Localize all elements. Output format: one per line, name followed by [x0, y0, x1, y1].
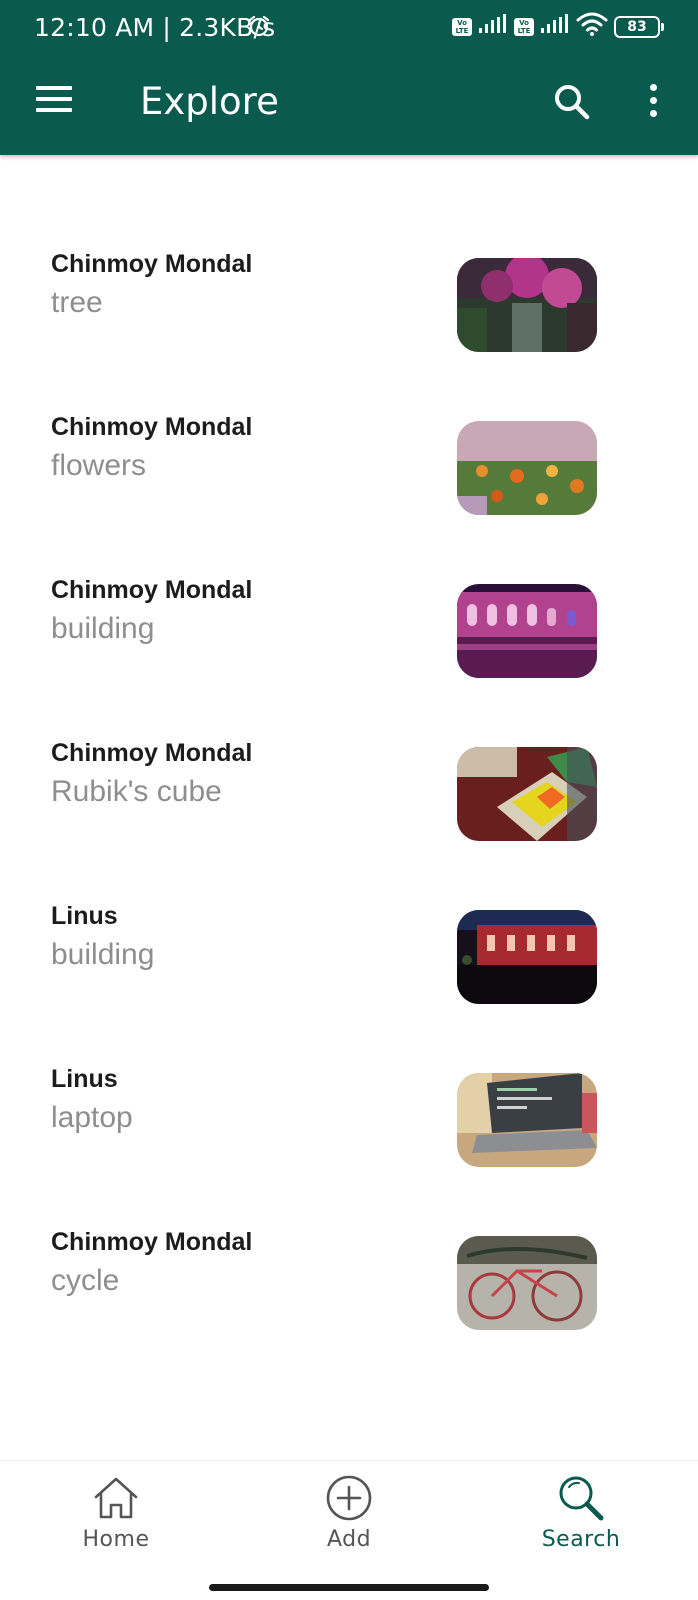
- item-author: Chinmoy Mondal: [51, 576, 253, 604]
- status-bar: 12:10 AM | 2.3KB/s Vo LTE Vo LTE: [0, 0, 698, 56]
- wifi-icon: [576, 12, 608, 41]
- list-item[interactable]: Chinmoy Mondal tree: [0, 224, 698, 387]
- menu-icon[interactable]: [36, 86, 72, 114]
- item-title: building: [51, 612, 155, 645]
- home-icon: [94, 1477, 138, 1519]
- add-circle-icon: [326, 1475, 372, 1521]
- item-title: tree: [51, 286, 103, 319]
- item-author: Chinmoy Mondal: [51, 1228, 253, 1256]
- list-item[interactable]: Chinmoy Mondal flowers: [0, 387, 698, 550]
- nav-add[interactable]: Add: [274, 1475, 424, 1575]
- battery-icon: 83: [614, 15, 664, 38]
- item-title: laptop: [51, 1101, 133, 1134]
- nav-search[interactable]: Search: [506, 1475, 656, 1575]
- page-title: Explore: [140, 80, 279, 123]
- thumbnail-tree[interactable]: [457, 258, 597, 352]
- more-vert-icon[interactable]: [647, 84, 661, 118]
- thumbnail-cycle[interactable]: [457, 1236, 597, 1330]
- list-item[interactable]: Linus building: [0, 876, 698, 1039]
- thumbnail-laptop[interactable]: [457, 1073, 597, 1167]
- item-author: Linus: [51, 1065, 118, 1093]
- list-item[interactable]: Chinmoy Mondal building: [0, 550, 698, 713]
- signal-icon-2: [540, 14, 570, 39]
- bottom-navigation: Home Add Search: [0, 1460, 698, 1600]
- item-author: Chinmoy Mondal: [51, 739, 253, 767]
- nav-home[interactable]: Home: [41, 1475, 191, 1575]
- thumbnail-building[interactable]: [457, 584, 597, 678]
- item-author: Linus: [51, 902, 118, 930]
- gesture-bar[interactable]: [209, 1584, 489, 1591]
- list-item[interactable]: Chinmoy Mondal cycle: [0, 1202, 698, 1365]
- nav-search-label: Search: [541, 1527, 621, 1552]
- status-time: 12:10 AM | 2.3KB/s: [34, 13, 276, 42]
- search-icon[interactable]: [553, 83, 591, 126]
- list-item[interactable]: Linus laptop: [0, 1039, 698, 1202]
- app-header: 12:10 AM | 2.3KB/s Vo LTE Vo LTE: [0, 0, 698, 155]
- nav-home-label: Home: [82, 1527, 150, 1552]
- item-title: building: [51, 938, 155, 971]
- item-title: flowers: [51, 449, 147, 482]
- item-title: cycle: [51, 1264, 120, 1297]
- volte-icon: Vo LTE: [452, 17, 472, 36]
- item-title: Rubik's cube: [51, 775, 222, 808]
- item-author: Chinmoy Mondal: [51, 413, 253, 441]
- item-author: Chinmoy Mondal: [51, 250, 253, 278]
- thumbnail-building[interactable]: [457, 910, 597, 1004]
- explore-list: Chinmoy Mondal tree Chinmoy Mondal flowe…: [0, 224, 698, 1365]
- signal-icon: [478, 14, 508, 39]
- thumbnail-flowers[interactable]: [457, 421, 597, 515]
- alarm-icon: [247, 14, 271, 43]
- thumbnail-rubiks-cube[interactable]: [457, 747, 597, 841]
- search-icon: [559, 1476, 604, 1521]
- list-item[interactable]: Chinmoy Mondal Rubik's cube: [0, 713, 698, 876]
- volte-icon-2: Vo LTE: [514, 17, 534, 36]
- nav-add-label: Add: [326, 1527, 372, 1552]
- system-icons: Vo LTE Vo LTE: [452, 12, 664, 41]
